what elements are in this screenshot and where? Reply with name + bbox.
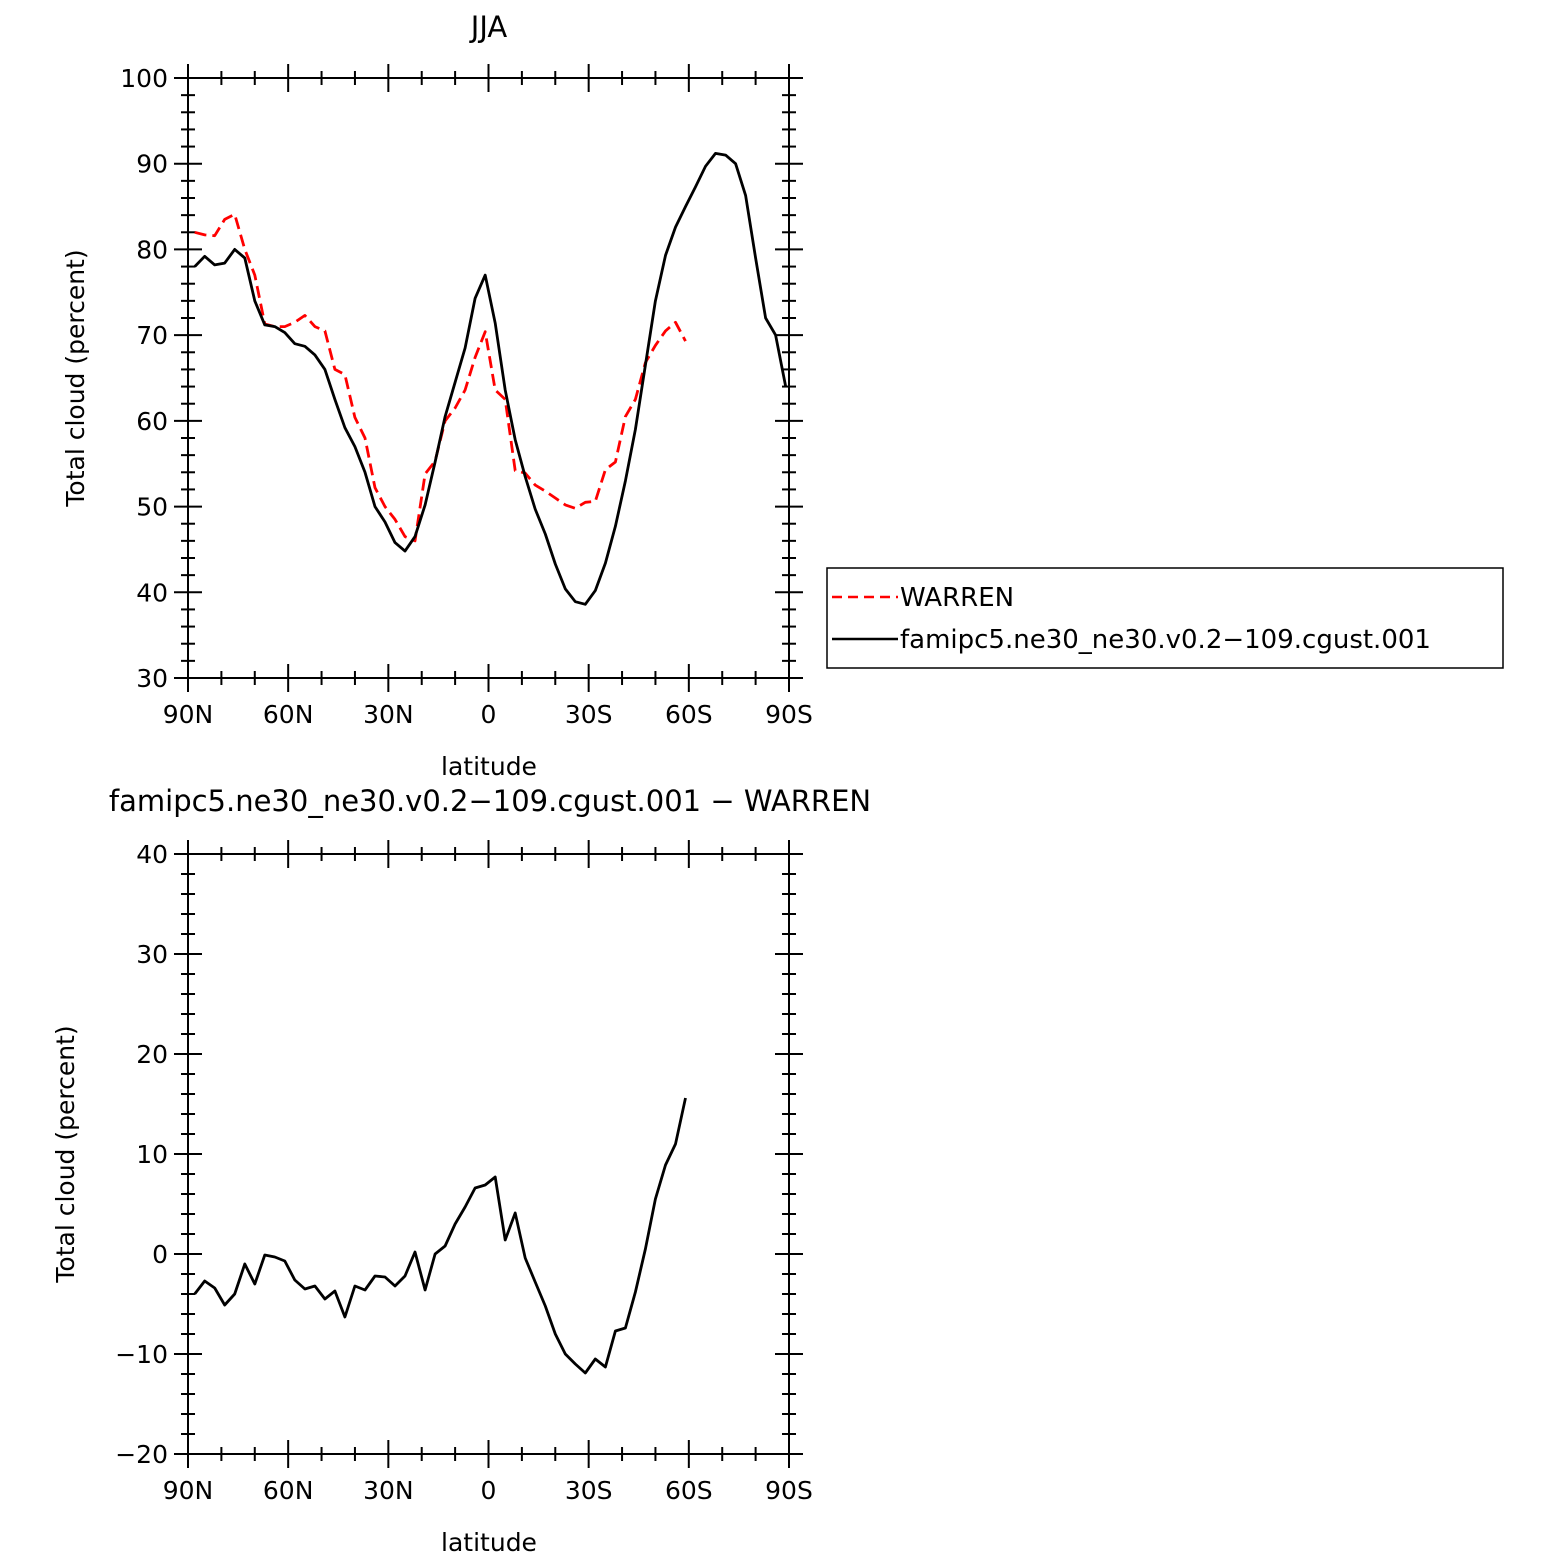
series-line-model [193,151,788,606]
plot-frame [187,77,790,679]
legend-box [826,567,1504,669]
plot-frame [187,853,790,1455]
panel-bottom-ylabel: Total cloud (percent) [51,1025,80,1283]
y-tick-label: 10 [136,1140,168,1169]
y-tick-label: 30 [136,664,168,693]
y-tick-label: −20 [115,1440,168,1469]
x-tick-label: 90S [765,1476,813,1505]
y-tick-label: 30 [136,940,168,969]
x-tick-label: 30S [565,1476,613,1505]
panel-bottom: famipc5.ne30_ne30.v0.2−109.cgust.001 − W… [51,784,871,1557]
series-line-warren [194,212,687,543]
x-tick-label: 30N [363,700,414,729]
x-tick-label: 30S [565,700,613,729]
panel-top: JJA latitude Total cloud (percent) 30 40 5… [61,10,813,781]
x-tick-label: 60S [665,700,713,729]
legend: WARREN famipc5.ne30_ne30.v0.2−109.cgust.… [826,567,1504,669]
legend-label-warren: WARREN [900,583,1014,613]
y-tick-label: 80 [136,235,168,264]
y-tick-label: 40 [136,840,168,869]
y-tick-label: −10 [115,1340,168,1369]
x-tick-label: 60S [665,1476,713,1505]
panel-top-ylabel: Total cloud (percent) [61,249,90,507]
legend-label-model: famipc5.ne30_ne30.v0.2−109.cgust.001 [900,625,1431,655]
panel-bottom-xlabel: latitude [441,1528,537,1557]
x-tick-label: 90N [163,700,214,729]
y-tick-label: 40 [136,578,168,607]
x-tick-label: 60N [263,1476,314,1505]
panel-top-title: JJA [469,10,508,44]
panel-top-xlabel: latitude [441,752,537,781]
y-tick-label: 20 [136,1040,168,1069]
y-tick-label: 90 [136,150,168,179]
x-tick-label: 0 [481,1476,497,1505]
x-tick-label: 60N [263,700,314,729]
panel-bottom-title: famipc5.ne30_ne30.v0.2−109.cgust.001 − W… [109,784,871,818]
y-tick-label: 50 [136,493,168,522]
y-tick-label: 60 [136,407,168,436]
y-tick-label: 0 [152,1240,168,1269]
series-line-difference [193,1097,687,1375]
x-tick-label: 30N [363,1476,414,1505]
x-tick-label: 0 [481,700,497,729]
y-tick-label: 100 [120,64,168,93]
x-tick-label: 90N [163,1476,214,1505]
x-tick-label: 90S [765,700,813,729]
y-tick-label: 70 [136,321,168,350]
